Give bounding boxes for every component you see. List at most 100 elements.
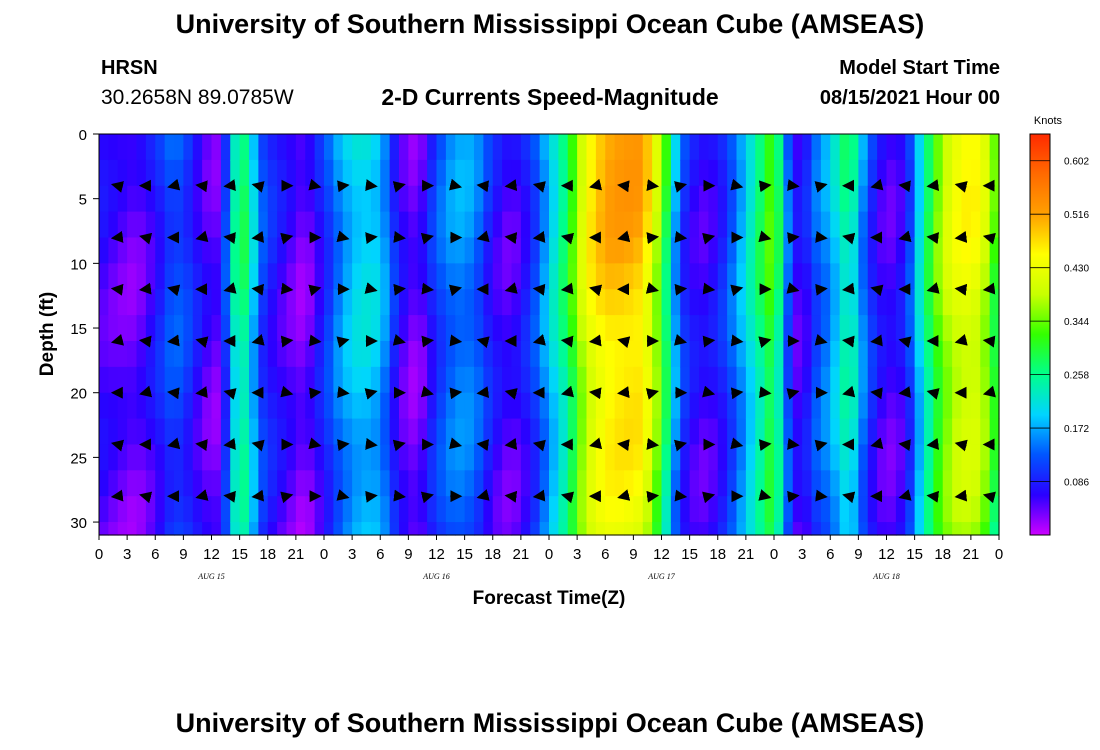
heatmap-cell [886, 315, 897, 342]
heatmap-cell [755, 263, 766, 290]
heatmap-cell [830, 470, 841, 497]
current-vector-arrow [421, 335, 435, 348]
current-vector-arrow [448, 284, 463, 297]
heatmap-cell [155, 211, 166, 239]
heatmap-cell [745, 418, 756, 446]
heatmap-cell [136, 470, 147, 497]
heatmap-cell [314, 418, 325, 446]
heatmap-cell [549, 340, 559, 368]
heatmap-cell [783, 366, 794, 394]
heatmap-cell [286, 185, 297, 213]
x-tick-label: 21 [513, 546, 530, 563]
heatmap-cell [717, 444, 728, 471]
heatmap-cell [117, 418, 128, 446]
heatmap-cell [961, 211, 972, 239]
heatmap-cell [642, 211, 653, 239]
heatmap-cell [445, 134, 456, 161]
current-vector-arrow [251, 230, 265, 243]
heatmap-cell [342, 496, 353, 523]
current-vector-arrow [954, 439, 968, 452]
current-vector-arrow [617, 439, 630, 452]
current-vector-arrow [787, 232, 800, 245]
heatmap-cell [464, 289, 475, 316]
heatmap-cell [136, 134, 147, 161]
heatmap-cell [389, 211, 400, 239]
current-vector-arrow [560, 232, 575, 245]
day-label: AUG 17 [647, 572, 675, 581]
current-vector-arrow [673, 439, 688, 452]
heatmap-cell [342, 522, 353, 536]
current-vector-arrow [646, 179, 660, 192]
current-vector-arrow [251, 489, 265, 502]
heatmap-cell [642, 315, 653, 342]
heatmap-cell [483, 340, 494, 368]
x-tick-label: 15 [231, 546, 248, 563]
heatmap-cell [352, 159, 363, 187]
heatmap-cell [745, 159, 756, 187]
heatmap-cell [970, 185, 981, 213]
heatmap-cell [305, 392, 316, 420]
current-vector-arrow [814, 333, 828, 346]
heatmap-cell [895, 185, 906, 213]
heatmap-cell [370, 444, 381, 471]
heatmap-cell [436, 340, 447, 368]
heatmap-cell [258, 315, 269, 342]
heatmap-cell [342, 237, 353, 264]
heatmap-cell [595, 159, 606, 187]
heatmap-cell [867, 340, 878, 368]
heatmap-cell [895, 263, 906, 290]
current-vector-arrow [195, 489, 209, 501]
heatmap-cell [239, 340, 250, 368]
heatmap-cell [924, 237, 934, 264]
current-vector-arrow [504, 388, 518, 400]
heatmap-cell [136, 237, 147, 264]
heatmap-cell [211, 496, 222, 523]
heatmap-cell [445, 159, 456, 187]
heatmap-cell [717, 159, 728, 187]
heatmap-cell [99, 418, 109, 446]
heatmap-cell [211, 366, 222, 394]
current-vector-arrow [139, 491, 153, 504]
heatmap-cell [530, 315, 541, 342]
heatmap-cell [774, 159, 784, 187]
current-vector-arrow [815, 283, 828, 296]
heatmap-cell [464, 522, 475, 536]
heatmap-cell [680, 237, 691, 264]
heatmap-cell [867, 496, 878, 523]
heatmap-cell [708, 470, 719, 497]
heatmap-cell [820, 366, 831, 394]
heatmap-cell [830, 496, 841, 523]
heatmap-cell [99, 159, 109, 187]
heatmap-cell [370, 211, 381, 239]
current-vector-arrow [842, 335, 855, 348]
heatmap-cell [155, 522, 166, 536]
heatmap-cell [924, 366, 934, 394]
current-vectors [110, 178, 996, 504]
heatmap-cell [155, 237, 166, 264]
heatmap-cell [511, 418, 522, 446]
heatmap-cell [539, 185, 550, 213]
heatmap-cell [492, 263, 503, 290]
heatmap-cell [408, 522, 419, 536]
heatmap-cell [127, 418, 138, 446]
heatmap-cell [680, 340, 691, 368]
heatmap-cell [727, 289, 738, 316]
heatmap-cell [970, 496, 981, 523]
x-tick-label: 18 [259, 546, 276, 563]
heatmap-cell [117, 289, 128, 316]
heatmap-cell [727, 444, 738, 471]
current-vector-arrow [730, 334, 744, 347]
heatmap-cell [530, 289, 541, 316]
heatmap-cell [933, 392, 944, 420]
heatmap-cell [239, 237, 250, 264]
x-tick-label: 9 [404, 546, 412, 563]
heatmap-cell [755, 470, 766, 497]
current-vector-arrow [420, 232, 434, 245]
heatmap-cell [727, 470, 738, 497]
heatmap-cell [324, 263, 334, 290]
heatmap-cell [492, 340, 503, 368]
heatmap-cell [933, 315, 944, 342]
heatmap-cell [745, 522, 756, 536]
heatmap-cell [483, 418, 494, 446]
heatmap-cell [699, 237, 709, 264]
